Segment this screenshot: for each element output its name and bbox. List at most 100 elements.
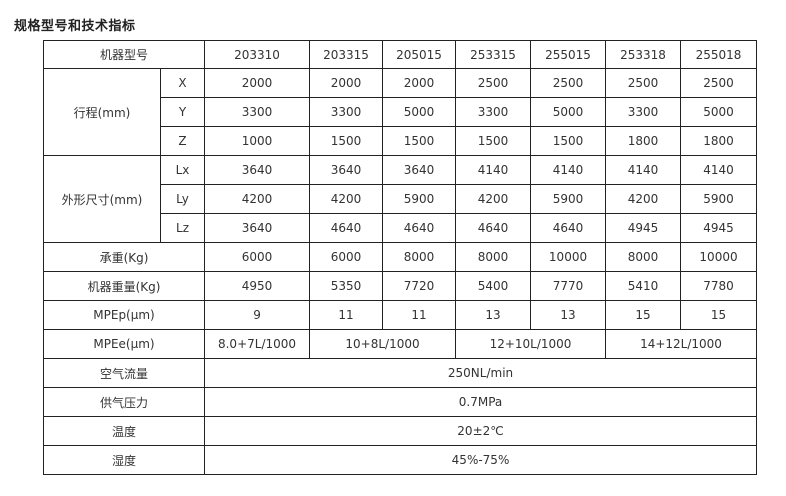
axis-label: Ly bbox=[159, 184, 206, 214]
value-cell: 2500 bbox=[680, 68, 758, 98]
value-cell: 4200 bbox=[309, 184, 384, 214]
value-cell: 1800 bbox=[680, 126, 758, 156]
mpep-label: MPEp(μm) bbox=[42, 300, 206, 330]
model-header-label: 机器型号 bbox=[42, 40, 206, 69]
dimensions-label: 外形尺寸(mm) bbox=[43, 155, 161, 243]
value-cell: 5410 bbox=[605, 271, 682, 301]
value-cell: 0.7MPa bbox=[204, 387, 758, 417]
travel-label: 行程(mm) bbox=[43, 68, 161, 156]
axis-label: X bbox=[159, 68, 206, 98]
value-cell: 10000 bbox=[680, 242, 758, 272]
value-cell: 10000 bbox=[530, 242, 607, 272]
value-cell: 1500 bbox=[530, 126, 607, 156]
value-cell: 2000 bbox=[309, 68, 384, 98]
value-cell: 1500 bbox=[309, 126, 384, 156]
value-cell: 7780 bbox=[680, 271, 758, 301]
table-row: 承重(Kg) 6000 6000 8000 8000 10000 8000 10… bbox=[42, 242, 758, 272]
value-cell: 14+12L/1000 bbox=[605, 329, 758, 359]
value-cell: 6000 bbox=[204, 242, 311, 272]
value-cell: 7720 bbox=[382, 271, 457, 301]
model-cell: 255015 bbox=[530, 40, 607, 69]
value-cell: 3300 bbox=[309, 97, 384, 127]
value-cell: 8000 bbox=[605, 242, 682, 272]
value-cell: 8.0+7L/1000 bbox=[204, 329, 311, 359]
value-cell: 4200 bbox=[204, 184, 311, 214]
value-cell: 9 bbox=[204, 300, 311, 330]
load-label: 承重(Kg) bbox=[42, 242, 206, 272]
table-row: Lz 3640 4640 4640 4640 4640 4945 4945 bbox=[44, 213, 758, 243]
value-cell: 5000 bbox=[530, 97, 607, 127]
value-cell: 4200 bbox=[455, 184, 532, 214]
value-cell: 4140 bbox=[680, 155, 758, 185]
table-row: 行程(mm) X 2000 2000 2000 2500 2500 2500 2… bbox=[43, 68, 758, 156]
axis-label: Y bbox=[159, 97, 206, 127]
value-cell: 1000 bbox=[204, 126, 311, 156]
value-cell: 250NL/min bbox=[204, 358, 758, 388]
value-cell: 5900 bbox=[382, 184, 457, 214]
model-cell: 205015 bbox=[382, 40, 457, 69]
value-cell: 5900 bbox=[680, 184, 758, 214]
axis-label: Lx bbox=[159, 155, 206, 185]
value-cell: 4140 bbox=[455, 155, 532, 185]
value-cell: 4140 bbox=[530, 155, 607, 185]
value-cell: 4640 bbox=[309, 213, 384, 243]
value-cell: 13 bbox=[530, 300, 607, 330]
value-cell: 5350 bbox=[309, 271, 384, 301]
value-cell: 15 bbox=[605, 300, 682, 330]
header-row: 机器型号 203310 203315 205015 253315 255015 … bbox=[42, 40, 758, 69]
value-cell: 4945 bbox=[605, 213, 682, 243]
value-cell: 15 bbox=[680, 300, 758, 330]
air-pressure-label: 供气压力 bbox=[42, 387, 206, 417]
value-cell: 4640 bbox=[530, 213, 607, 243]
value-cell: 4950 bbox=[204, 271, 311, 301]
value-cell: 3300 bbox=[455, 97, 532, 127]
value-cell: 5400 bbox=[455, 271, 532, 301]
value-cell: 3640 bbox=[309, 155, 384, 185]
value-cell: 1800 bbox=[605, 126, 682, 156]
value-cell: 5000 bbox=[680, 97, 758, 127]
value-cell: 8000 bbox=[382, 242, 457, 272]
table-row: 空气流量 250NL/min bbox=[42, 358, 758, 388]
value-cell: 2500 bbox=[530, 68, 607, 98]
spec-table: 机器型号 203310 203315 205015 253315 255015 … bbox=[42, 40, 758, 475]
weight-label: 机器重量(Kg) bbox=[42, 271, 206, 301]
table-row: 供气压力 0.7MPa bbox=[42, 387, 758, 417]
value-cell: 1500 bbox=[382, 126, 457, 156]
value-cell: 5000 bbox=[382, 97, 457, 127]
value-cell: 4200 bbox=[605, 184, 682, 214]
table-row: Ly 4200 4200 5900 4200 5900 4200 5900 bbox=[44, 184, 758, 214]
value-cell: 3640 bbox=[204, 213, 311, 243]
page-title: 规格型号和技术指标 bbox=[14, 19, 136, 34]
value-cell: 12+10L/1000 bbox=[455, 329, 607, 359]
value-cell: 2000 bbox=[382, 68, 457, 98]
table-row: MPEe(μm) 8.0+7L/1000 10+8L/1000 12+10L/1… bbox=[42, 329, 758, 359]
value-cell: 2500 bbox=[605, 68, 682, 98]
value-cell: 4640 bbox=[382, 213, 457, 243]
value-cell: 7770 bbox=[530, 271, 607, 301]
value-cell: 4140 bbox=[605, 155, 682, 185]
axis-label: Z bbox=[159, 126, 206, 156]
humidity-label: 湿度 bbox=[42, 445, 206, 475]
axis-label: Lz bbox=[159, 213, 206, 243]
table-row: Y 3300 3300 5000 3300 5000 3300 5000 bbox=[44, 97, 758, 127]
table-row: 机器重量(Kg) 4950 5350 7720 5400 7770 5410 7… bbox=[42, 271, 758, 301]
value-cell: 3300 bbox=[605, 97, 682, 127]
value-cell: 11 bbox=[382, 300, 457, 330]
table-row: 湿度 45%-75% bbox=[42, 445, 758, 475]
air-flow-label: 空气流量 bbox=[42, 358, 206, 388]
value-cell: 2500 bbox=[455, 68, 532, 98]
value-cell: 8000 bbox=[455, 242, 532, 272]
value-cell: 4640 bbox=[455, 213, 532, 243]
value-cell: 10+8L/1000 bbox=[309, 329, 457, 359]
model-cell: 253318 bbox=[605, 40, 682, 69]
table-row: MPEp(μm) 9 11 11 13 13 15 15 bbox=[42, 300, 758, 330]
table-row: 温度 20±2℃ bbox=[42, 416, 758, 446]
value-cell: 11 bbox=[309, 300, 384, 330]
value-cell: 20±2℃ bbox=[204, 416, 758, 446]
model-cell: 203315 bbox=[309, 40, 384, 69]
value-cell: 1500 bbox=[455, 126, 532, 156]
value-cell: 3300 bbox=[204, 97, 311, 127]
model-cell: 203310 bbox=[204, 40, 311, 69]
value-cell: 5900 bbox=[530, 184, 607, 214]
value-cell: 4945 bbox=[680, 213, 758, 243]
